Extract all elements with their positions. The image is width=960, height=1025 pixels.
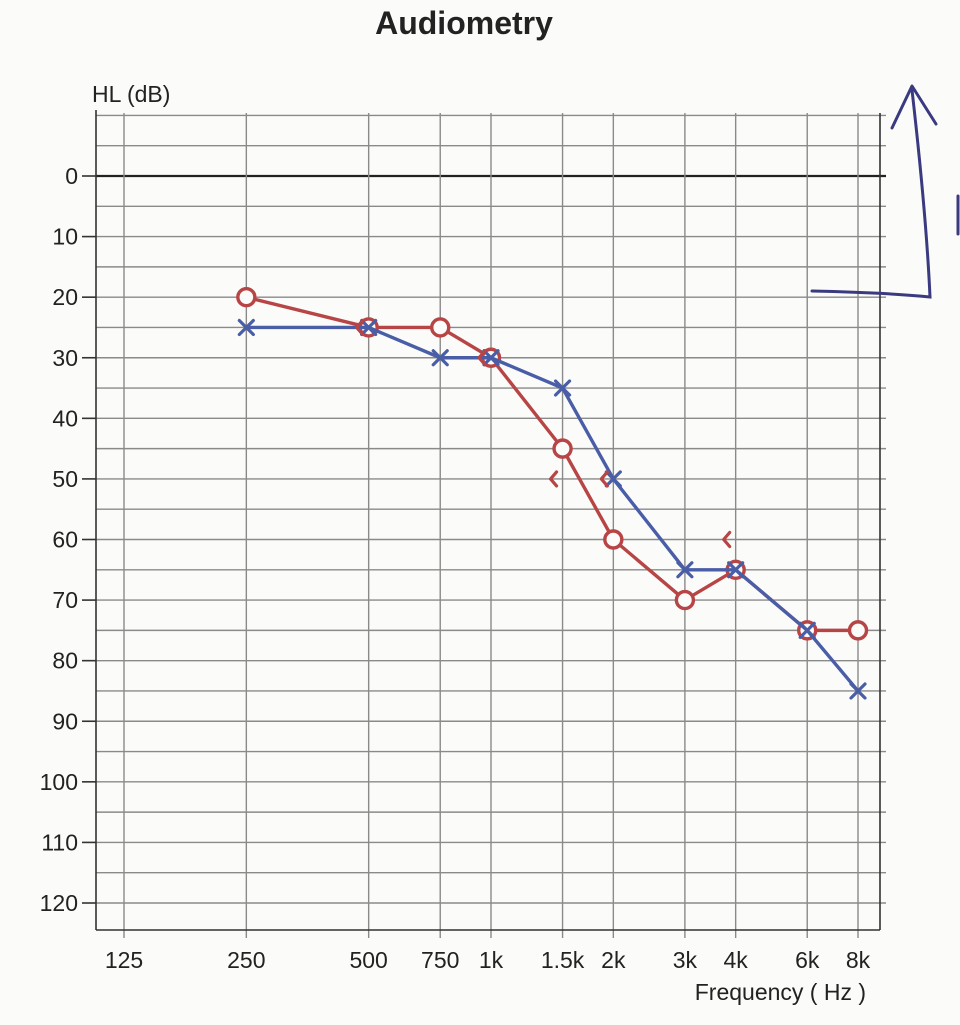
- data-point-cross: [676, 561, 694, 579]
- data-point-cross: [727, 561, 745, 579]
- y-tick-label: 50: [52, 466, 78, 492]
- y-tick-label: 90: [52, 708, 78, 734]
- data-point-cross: [798, 621, 816, 639]
- series-cross: [237, 318, 867, 700]
- x-tick-label: 3k: [673, 947, 698, 973]
- x-tick-label: 500: [349, 947, 387, 973]
- data-point-bracket: [599, 470, 609, 488]
- chart-title: Audiometry: [375, 5, 553, 41]
- data-point-cross: [431, 349, 449, 367]
- data-point-circle: [603, 529, 624, 550]
- y-tick-label: 40: [52, 405, 78, 431]
- tick-labels: 0 10 20 30 40 50 60 70 80 90 100 110 120 125 250 500 750…: [40, 163, 871, 973]
- x-tick-label: 750: [421, 947, 459, 973]
- x-tick-label: 250: [227, 947, 265, 973]
- data-point-bracket: [355, 318, 365, 337]
- data-point-cross: [849, 682, 867, 700]
- data-point-bracket: [477, 349, 487, 367]
- data-point-cross: [604, 470, 622, 488]
- data-point-cross: [360, 318, 378, 337]
- y-tick-label: 80: [52, 648, 78, 674]
- y-tick-label: 0: [65, 163, 78, 189]
- data-point-circle: [430, 317, 451, 338]
- data-point-circle: [552, 438, 573, 459]
- x-axis-label: Frequency ( Hz ): [695, 979, 866, 1005]
- y-tick-label: 100: [40, 769, 78, 795]
- y-tick-label: 120: [40, 890, 78, 916]
- x-tick-label: 1k: [479, 947, 504, 973]
- y-tick-label: 10: [52, 224, 78, 250]
- grid: [95, 110, 886, 938]
- x-tick-label: 125: [105, 947, 143, 973]
- y-tick-label: 30: [52, 345, 78, 371]
- data-point-bracket: [722, 530, 732, 549]
- data-point-circle: [847, 620, 869, 641]
- x-tick-label: 1.5k: [541, 947, 585, 973]
- x-tick-label: 2k: [601, 947, 626, 973]
- x-tick-label: 4k: [724, 947, 749, 973]
- data-point-bracket: [548, 470, 559, 488]
- series-line-circle: [245, 295, 858, 633]
- series-circle: [236, 286, 869, 641]
- data-point-cross: [553, 379, 572, 397]
- y-tick-label: 20: [52, 284, 78, 310]
- data-point-circle: [236, 286, 257, 308]
- y-tick-label: 60: [52, 527, 78, 553]
- x-tick-label: 6k: [795, 947, 820, 973]
- x-tick-label: 8k: [846, 947, 871, 973]
- y-tick-label: 70: [52, 587, 78, 613]
- data-point-cross: [482, 349, 500, 367]
- series-group: [236, 286, 869, 700]
- y-axis-label: HL (dB): [92, 81, 170, 107]
- series-bracket-left: [355, 318, 732, 549]
- hand-drawn-arrow: [810, 84, 960, 299]
- data-point-circle: [674, 589, 696, 611]
- series-line-cross: [246, 325, 860, 693]
- y-tick-label: 110: [41, 829, 78, 855]
- data-point-cross: [237, 318, 255, 337]
